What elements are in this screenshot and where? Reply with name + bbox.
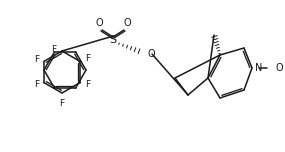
- Text: O: O: [148, 49, 156, 59]
- Text: O: O: [123, 18, 131, 28]
- Text: O: O: [275, 63, 283, 73]
- Text: F: F: [51, 45, 56, 55]
- Text: S: S: [109, 35, 117, 45]
- Text: F: F: [85, 80, 90, 89]
- Text: F: F: [60, 99, 65, 108]
- Text: F: F: [34, 80, 39, 89]
- Text: O: O: [95, 18, 103, 28]
- Text: N: N: [255, 63, 262, 73]
- Text: F: F: [34, 55, 39, 64]
- Text: F: F: [85, 54, 90, 63]
